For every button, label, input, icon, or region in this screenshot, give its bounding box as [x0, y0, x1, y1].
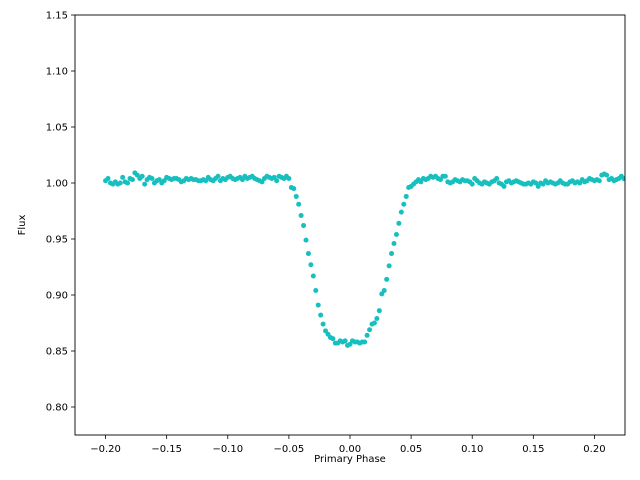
data-point — [367, 327, 373, 333]
data-point — [308, 262, 314, 268]
data-point — [303, 237, 309, 243]
data-point — [391, 240, 397, 246]
data-point — [442, 173, 448, 179]
data-point — [374, 316, 380, 322]
data-point — [318, 312, 324, 318]
y-tick-label: 1.15 — [46, 11, 68, 22]
y-tick-label: 0.80 — [46, 403, 68, 414]
data-point — [396, 220, 402, 226]
x-tick-label: 0.15 — [522, 444, 544, 455]
y-tick-label: 0.95 — [46, 235, 68, 246]
x-axis-label: Primary Phase — [314, 454, 386, 465]
data-point — [296, 201, 302, 207]
data-point — [621, 176, 625, 182]
x-tick-label: 0.20 — [583, 444, 605, 455]
y-tick-label: 1.10 — [46, 67, 68, 78]
y-axis-ticks: 0.80 0.85 0.90 0.95 1.00 1.05 1.10 1.15 — [46, 11, 75, 414]
data-point — [342, 338, 348, 344]
data-point — [596, 178, 602, 184]
y-tick-label: 1.05 — [46, 123, 68, 134]
data-point — [117, 180, 123, 186]
x-tick-label: 0.05 — [400, 444, 422, 455]
x-tick-label: 0.10 — [461, 444, 483, 455]
data-point — [313, 288, 319, 294]
data-point — [386, 263, 392, 269]
y-axis-label: Flux — [17, 215, 28, 236]
data-point — [469, 181, 475, 187]
data-point — [393, 232, 399, 238]
data-point — [398, 209, 404, 215]
x-tick-label: −0.15 — [151, 444, 182, 455]
data-point — [371, 320, 377, 326]
data-point — [330, 336, 336, 342]
y-tick-label: 0.90 — [46, 291, 68, 302]
x-axis-ticks: −0.20 −0.15 −0.10 −0.05 0.00 0.05 0.10 0.15 0.20 — [90, 435, 606, 455]
data-point — [291, 186, 297, 192]
data-point — [403, 193, 409, 199]
data-point — [215, 173, 221, 179]
scatter-points — [103, 170, 625, 348]
data-point — [298, 212, 304, 218]
data-point — [604, 172, 610, 178]
plot-frame — [74, 14, 626, 436]
data-point — [301, 223, 307, 229]
y-tick-label: 1.00 — [46, 179, 68, 190]
data-point — [149, 176, 155, 182]
x-tick-label: −0.20 — [90, 444, 121, 455]
data-point — [293, 193, 299, 199]
x-tick-label: −0.05 — [274, 444, 305, 455]
data-point — [310, 273, 316, 279]
data-point — [362, 339, 368, 345]
data-point — [364, 332, 370, 338]
y-tick-label: 0.85 — [46, 347, 68, 358]
data-point — [120, 174, 126, 180]
data-point — [384, 276, 390, 282]
data-point — [320, 321, 326, 327]
data-point — [401, 201, 407, 207]
x-tick-label: 0.00 — [339, 444, 361, 455]
data-point — [315, 302, 321, 308]
data-point — [305, 251, 311, 257]
data-point — [381, 288, 387, 294]
data-point — [376, 308, 382, 314]
data-point — [286, 176, 292, 182]
data-point — [494, 176, 500, 182]
data-point — [389, 251, 395, 257]
data-point — [139, 173, 145, 179]
data-point — [274, 178, 280, 184]
data-point — [501, 183, 507, 189]
data-point — [129, 177, 135, 183]
data-point — [125, 180, 131, 186]
data-point — [105, 176, 111, 182]
data-point — [142, 181, 148, 187]
x-tick-label: −0.10 — [212, 444, 243, 455]
